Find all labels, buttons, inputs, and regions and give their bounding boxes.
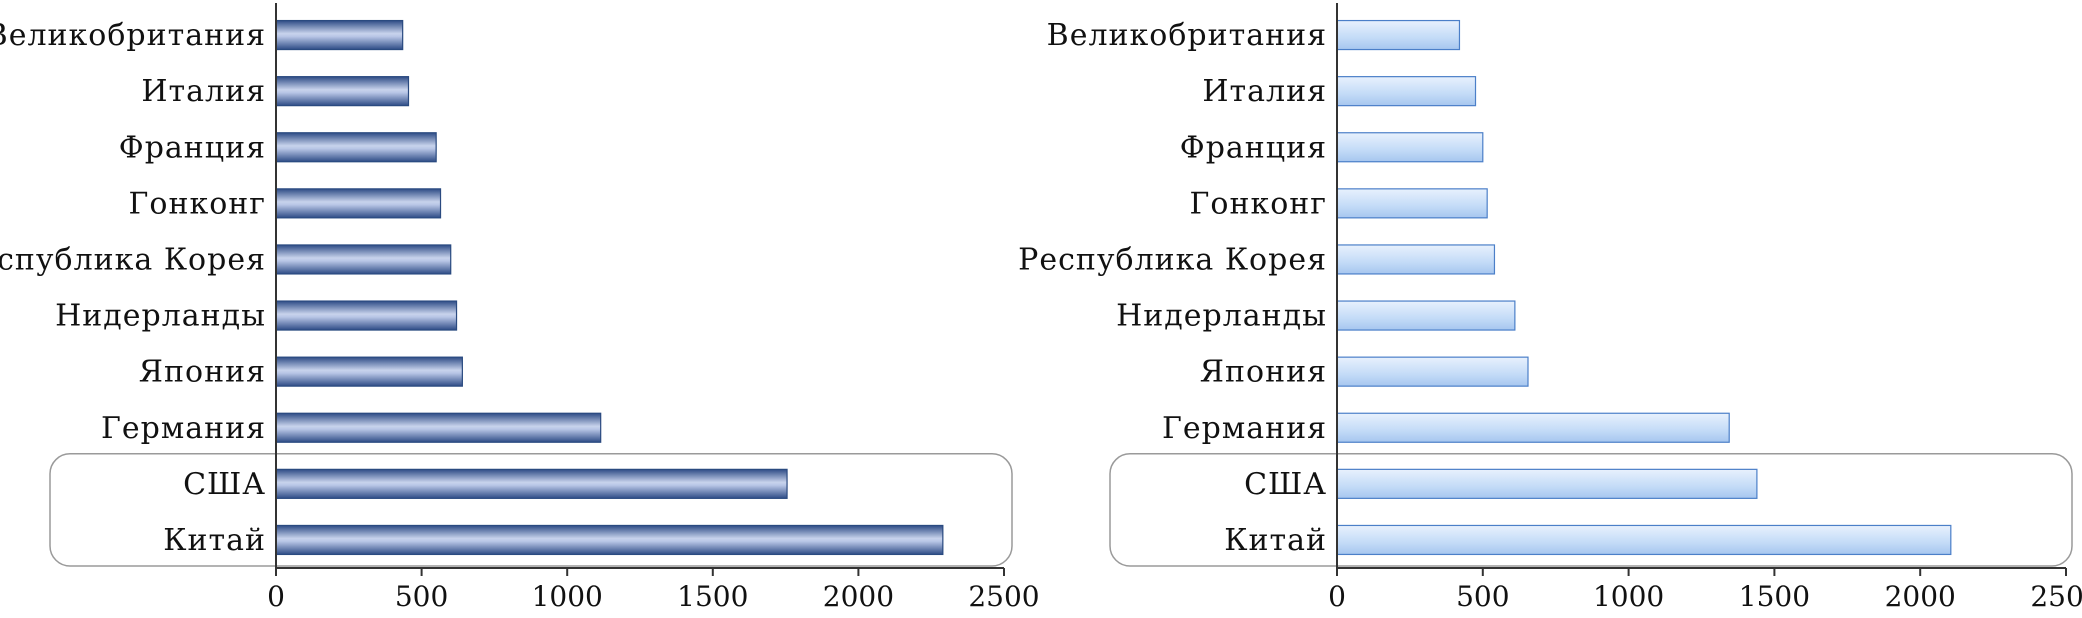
category-label: США [1244, 467, 1327, 502]
category-label: Франция [1180, 130, 1327, 165]
category-label: Германия [1162, 411, 1327, 446]
category-label: Франция [119, 130, 266, 165]
category-label: Нидерланды [55, 299, 266, 334]
x-tick-label: 1000 [1593, 580, 1664, 613]
x-tick-label: 2500 [968, 580, 1039, 613]
bar-9 [1336, 524, 1952, 556]
bar-2 [1336, 132, 1484, 163]
category-label: США [183, 467, 266, 502]
bar-2 [275, 132, 437, 163]
category-label: Италия [1202, 74, 1327, 109]
category-label: Германия [101, 411, 266, 446]
bar-6 [275, 356, 463, 387]
bar-8 [1336, 468, 1758, 499]
bar-3 [275, 188, 442, 219]
x-tick-label: 0 [267, 580, 285, 613]
category-label: Республика Корея [0, 242, 266, 277]
bar-4 [1336, 244, 1496, 275]
category-label: Китай [1224, 523, 1327, 558]
x-tick-label: 0 [1328, 580, 1346, 613]
bar-7 [275, 412, 602, 443]
x-tick-label: 500 [395, 580, 448, 613]
bar-0 [275, 19, 404, 51]
x-tick-label: 2500 [2030, 580, 2082, 613]
chart-left: Великобритания Италия Франция Гонконг Респуб… [0, 3, 1040, 613]
bar-1 [275, 76, 410, 107]
x-tick-label: 1000 [532, 580, 603, 613]
bar-3 [1336, 188, 1488, 219]
bar-0 [1336, 19, 1461, 51]
bar-7 [1336, 412, 1730, 443]
bar-8 [275, 468, 788, 499]
category-label: Великобритания [0, 18, 266, 53]
category-label: Китай [163, 523, 266, 558]
x-tick-label: 1500 [677, 580, 748, 613]
x-tick-label: 2000 [1885, 580, 1956, 613]
bar-9 [275, 524, 944, 556]
category-label: Гонконг [129, 186, 266, 221]
highlight-box [49, 453, 1013, 567]
bar-5 [275, 300, 458, 331]
category-label: Гонконг [1190, 186, 1327, 221]
category-label: Италия [141, 74, 266, 109]
category-label: Великобритания [1047, 18, 1327, 53]
x-tick-label: 2000 [823, 580, 894, 613]
category-label: Япония [1200, 355, 1327, 390]
bar-5 [1336, 300, 1516, 331]
bar-4 [275, 244, 452, 275]
bar-6 [1336, 356, 1529, 387]
x-tick-label: 1500 [1739, 580, 1810, 613]
category-label: Япония [139, 355, 266, 390]
bar-1 [1336, 76, 1477, 107]
highlight-box [1109, 453, 2073, 567]
category-label: Нидерланды [1116, 299, 1327, 334]
x-tick-label: 500 [1456, 580, 1509, 613]
chart-right: Великобритания Италия Франция Гонконг Респуб… [1018, 3, 2082, 613]
category-label: Республика Корея [1018, 242, 1327, 277]
